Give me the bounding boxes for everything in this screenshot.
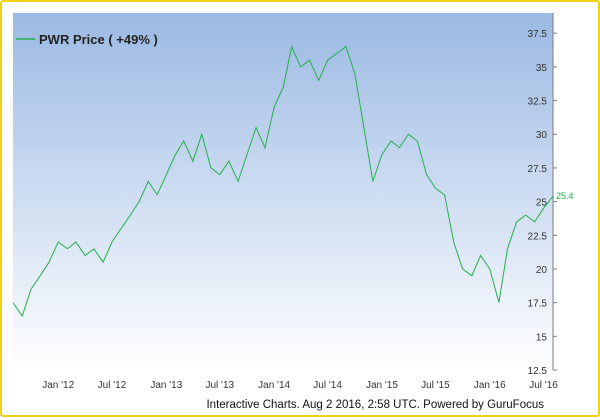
y-tick-label: 17.5 (528, 299, 548, 310)
x-tick-label: Jan '16 (474, 380, 506, 391)
x-tick-label: Jan '14 (258, 380, 290, 391)
y-tick-label: 32.5 (528, 97, 548, 108)
x-tick-label: Jan '15 (366, 380, 398, 391)
x-tick-label: Jul '16 (529, 380, 558, 391)
y-tick-label: 35 (536, 63, 548, 74)
y-tick-label: 12.5 (528, 366, 548, 377)
x-axis: Jan '12 Jul '12 Jan '13 Jul '13 Jan '14 Jul '… (42, 380, 558, 391)
y-tick-label: 20 (536, 265, 548, 276)
x-tick-label: Jan '12 (42, 380, 74, 391)
y-tick-label: 30 (536, 130, 548, 141)
legend[interactable]: PWR Price ( +49% ) (16, 32, 158, 47)
y-tick-label: 15 (536, 332, 548, 343)
y-tick-label: 22.5 (528, 231, 548, 242)
x-tick-label: Jul '13 (205, 380, 234, 391)
legend-label: PWR Price ( +49% ) (39, 32, 158, 47)
y-axis: 12.5 15 17.5 20 22.5 25 27.5 30 32.5 35 37.5 (528, 29, 557, 377)
plot-background (13, 13, 553, 370)
y-tick-label: 27.5 (528, 164, 548, 175)
x-tick-label: Jul '14 (313, 380, 342, 391)
x-tick-label: Jul '15 (421, 380, 450, 391)
chart-credit: Interactive Charts. Aug 2 2016, 2:58 UTC… (206, 399, 544, 411)
y-tick-label: 25 (536, 198, 548, 209)
last-value-label: 25.4 (556, 191, 574, 201)
x-tick-label: Jan '13 (150, 380, 182, 391)
y-tick-label: 37.5 (528, 29, 548, 40)
series-line-pwr (12, 45, 554, 318)
x-tick-label: Jul '12 (98, 380, 127, 391)
